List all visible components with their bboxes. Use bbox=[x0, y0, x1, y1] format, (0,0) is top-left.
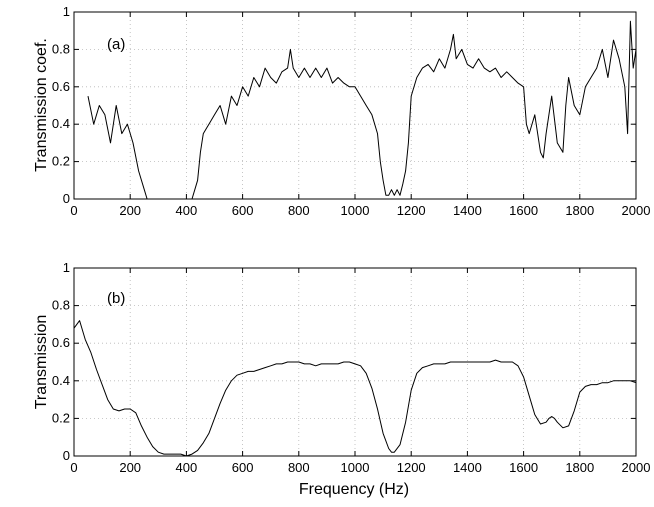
panel-a-ytick-label-0.2: 0.2 bbox=[52, 154, 70, 169]
panel-b-xtick-label-1800: 1800 bbox=[565, 460, 594, 475]
panel-a-xtick-label-1400: 1400 bbox=[453, 203, 482, 218]
panel-a-xtick-label-1800: 1800 bbox=[565, 203, 594, 218]
panel-a-xtick-label-1600: 1600 bbox=[509, 203, 538, 218]
panel-b-xlabel: Frequency (Hz) bbox=[299, 481, 409, 498]
panel-b-xtick-label-2000: 2000 bbox=[622, 460, 651, 475]
panel-a-xtick-label-400: 400 bbox=[176, 203, 198, 218]
panel-b-xtick-label-1600: 1600 bbox=[509, 460, 538, 475]
panel-b-ytick-label-1: 1 bbox=[63, 260, 70, 275]
panel-a-xtick-label-600: 600 bbox=[232, 203, 254, 218]
panel-b-ytick-label-0: 0 bbox=[63, 448, 70, 463]
panel-b-xtick-label-1200: 1200 bbox=[397, 460, 426, 475]
panel-b-ytick-label-0.2: 0.2 bbox=[52, 410, 70, 425]
panel-a-ytick-label-0.8: 0.8 bbox=[52, 41, 70, 56]
panel-a-tag: (a) bbox=[107, 36, 125, 53]
panel-b-xtick-label-0: 0 bbox=[70, 460, 77, 475]
panel-b: (b) Transmission Frequency (Hz) 0 200 400 6… bbox=[33, 260, 650, 498]
panel-b-ylabel: Transmission bbox=[33, 315, 50, 410]
panel-a-ytick-label-0.6: 0.6 bbox=[52, 79, 70, 94]
panel-a-xtick-label-1000: 1000 bbox=[341, 203, 370, 218]
panel-a-ytick-label-0.4: 0.4 bbox=[52, 116, 70, 131]
panel-b-ytick-label-0.6: 0.6 bbox=[52, 335, 70, 350]
panel-b-ytick-label-0.4: 0.4 bbox=[52, 373, 70, 388]
panel-b-xtick-label-1000: 1000 bbox=[341, 460, 370, 475]
panel-a-xtick-label-800: 800 bbox=[288, 203, 310, 218]
panel-a-ytick-label-1: 1 bbox=[63, 4, 70, 19]
panel-b-ytick-label-0.8: 0.8 bbox=[52, 298, 70, 313]
panel-a-xtick-label-1200: 1200 bbox=[397, 203, 426, 218]
panel-b-xtick-label-800: 800 bbox=[288, 460, 310, 475]
panel-a-ylabel: Transmission coef. bbox=[33, 38, 50, 172]
panel-a-series-line-0 bbox=[87, 20, 637, 200]
panel-b-tag: (b) bbox=[107, 290, 125, 307]
panel-b-xtick-label-1400: 1400 bbox=[453, 460, 482, 475]
panel-a-xtick-label-0: 0 bbox=[70, 203, 77, 218]
panel-b-xtick-label-600: 600 bbox=[232, 460, 254, 475]
panel-a-xtick-label-200: 200 bbox=[119, 203, 141, 218]
panel-b-series-line-0 bbox=[73, 320, 637, 457]
panel-a-ytick-label-0: 0 bbox=[63, 191, 70, 206]
panel-b-xtick-label-400: 400 bbox=[176, 460, 198, 475]
panel-b-xtick-label-200: 200 bbox=[119, 460, 141, 475]
panel-a-xtick-label-2000: 2000 bbox=[622, 203, 651, 218]
panel-a: (a) Transmission coef. 0 200 400 600 800 1000… bbox=[33, 4, 650, 218]
